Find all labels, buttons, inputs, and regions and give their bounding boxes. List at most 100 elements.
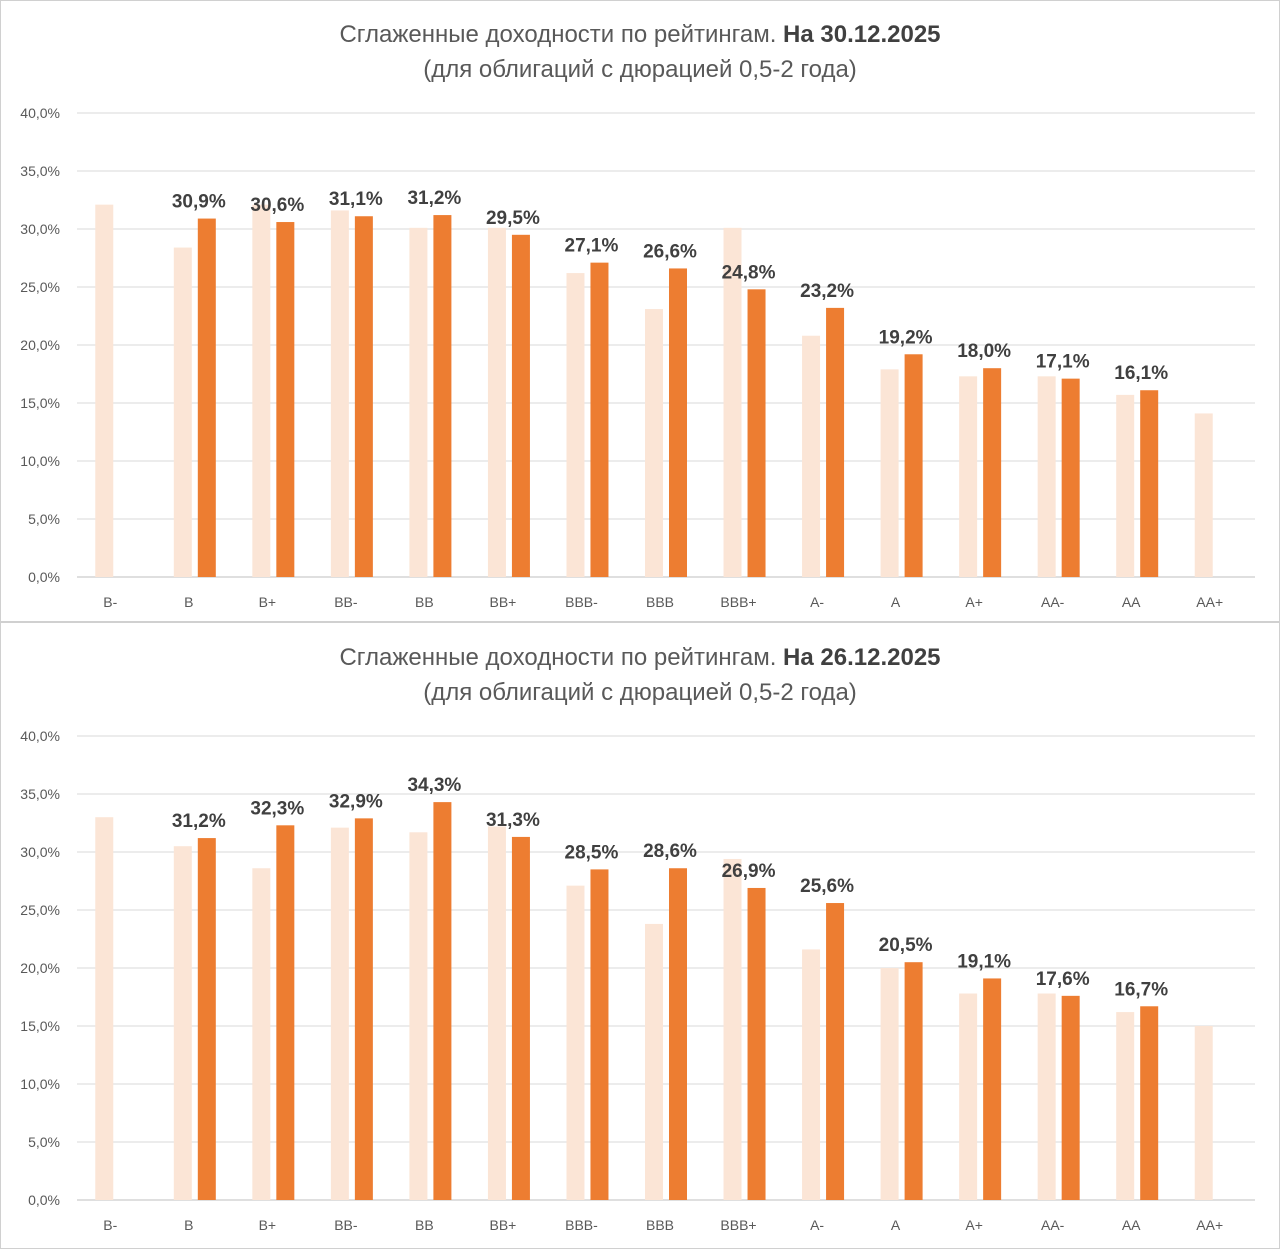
bar-current-BB (433, 802, 452, 1200)
data-label: 29,5% (486, 208, 540, 229)
data-label: 28,5% (565, 842, 619, 863)
y-tick-label: 35,0% (20, 163, 60, 179)
y-tick-label: 30,0% (20, 844, 60, 860)
bar-current-BB- (354, 818, 373, 1200)
bar-prior-AA+ (1194, 413, 1213, 577)
x-tick-label: B+ (259, 594, 277, 610)
bar-prior-BBB+ (723, 858, 742, 1200)
bar-prior-BB (409, 227, 428, 577)
bar-current-BB+ (511, 234, 530, 578)
y-tick-label: 15,0% (20, 395, 60, 411)
bar-prior-BBB+ (723, 227, 742, 577)
data-label: 19,2% (879, 327, 933, 348)
x-tick-label: BB (415, 1217, 434, 1233)
bar-chart-30-12: 0,0% 5,0% 10,0% 15,0% 20,0% 25,0% 30,0% 35,0% 40… (20, 105, 1255, 610)
bar-current-BBB (669, 268, 687, 577)
bar-current-AA- (1061, 995, 1080, 1200)
x-tick-label: BB+ (490, 1217, 517, 1233)
x-tick-label: BB- (334, 1217, 358, 1233)
bar-prior-BB+ (487, 227, 506, 577)
bar-current-BBB (669, 868, 687, 1200)
x-tick-label: BBB (646, 594, 674, 610)
data-label: 28,6% (643, 841, 697, 862)
bar-current-BB- (354, 216, 373, 578)
x-tick-label: A+ (965, 1217, 983, 1233)
x-tick-label: BBB- (565, 1217, 598, 1233)
bar-current-AA (1140, 1006, 1159, 1200)
y-tick-label: 0,0% (28, 1192, 60, 1208)
x-tick-label: AA+ (1196, 1217, 1223, 1233)
y-tick-label: 25,0% (20, 279, 60, 295)
bar-prior-B+ (252, 204, 271, 577)
bar-current-B (197, 218, 216, 577)
x-tick-label: BBB+ (720, 594, 756, 610)
chart-subtitle: (для облигаций с дюрацией 0,5-2 года) (423, 56, 857, 83)
bar-prior-A+ (959, 993, 978, 1200)
data-label: 26,6% (643, 241, 697, 262)
data-label: 23,2% (800, 281, 854, 302)
data-label: 17,6% (1036, 969, 1090, 990)
bar-prior-AA+ (1194, 1026, 1213, 1200)
x-tick-label: A+ (965, 594, 983, 610)
y-tick-label: 10,0% (20, 453, 60, 469)
bar-current-BBB- (590, 262, 609, 577)
bar-current-A+ (983, 368, 1002, 577)
data-label: 16,1% (1114, 363, 1168, 384)
y-tick-label: 5,0% (28, 1134, 60, 1150)
bar-current-AA- (1061, 378, 1080, 577)
y-tick-label: 40,0% (20, 105, 60, 121)
data-label: 19,1% (957, 951, 1011, 972)
data-label: 30,9% (172, 192, 226, 213)
bar-prior-B (173, 846, 192, 1200)
x-tick-label: B- (103, 594, 117, 610)
bar-prior-BB (409, 832, 428, 1200)
data-label: 32,9% (329, 791, 383, 812)
y-tick-label: 25,0% (20, 902, 60, 918)
data-label: 17,1% (1036, 352, 1090, 373)
bar-prior-BBB- (566, 273, 585, 577)
x-tick-label: BBB (646, 1217, 674, 1233)
x-tick-label: B (184, 1217, 193, 1233)
y-tick-label: 10,0% (20, 1076, 60, 1092)
x-tick-label: B- (103, 1217, 117, 1233)
data-label: 27,1% (565, 236, 619, 257)
bar-prior-A+ (959, 376, 978, 577)
bar-current-B+ (276, 222, 295, 578)
bar-prior-B- (95, 817, 114, 1200)
bar-prior-A- (802, 335, 821, 577)
x-tick-label: A (891, 594, 901, 610)
data-label: 31,1% (329, 189, 383, 210)
bar-prior-B+ (252, 868, 271, 1200)
data-label: 26,9% (722, 861, 776, 882)
x-tick-label: BB- (334, 594, 358, 610)
y-tick-label: 0,0% (28, 569, 60, 585)
bar-prior-BB- (330, 210, 349, 577)
x-tick-label: BB+ (490, 594, 517, 610)
bar-current-A (904, 962, 923, 1200)
bar-prior-AA (1116, 394, 1135, 577)
bar-prior-AA (1116, 1012, 1135, 1200)
bar-current-BBB- (590, 869, 609, 1200)
y-tick-label: 15,0% (20, 1018, 60, 1034)
data-label: 18,0% (957, 341, 1011, 362)
x-tick-label: AA- (1041, 594, 1065, 610)
bar-current-AA (1140, 390, 1159, 577)
data-label: 31,3% (486, 810, 540, 831)
chart-panel-26-12: Сглаженные доходности по рейтингам. На 2… (0, 623, 1280, 1245)
y-tick-label: 5,0% (28, 511, 60, 527)
data-label: 24,8% (722, 262, 776, 283)
bar-current-BB+ (511, 836, 530, 1200)
bar-prior-BBB (645, 923, 663, 1200)
data-label: 31,2% (172, 811, 226, 832)
x-tick-label: BBB- (565, 594, 598, 610)
data-label: 16,7% (1114, 979, 1168, 1000)
chart-panel-30-12: Сглаженные доходности по рейтингам. На 3… (0, 0, 1280, 622)
bar-current-B+ (276, 825, 295, 1200)
x-tick-label: AA- (1041, 1217, 1065, 1233)
chart-title: Сглаженные доходности по рейтингам. На 3… (339, 21, 941, 48)
data-label: 32,3% (250, 798, 304, 819)
bar-prior-AA- (1037, 993, 1056, 1200)
x-tick-label: A- (810, 594, 824, 610)
data-label: 20,5% (879, 935, 933, 956)
bar-current-A+ (983, 978, 1002, 1200)
